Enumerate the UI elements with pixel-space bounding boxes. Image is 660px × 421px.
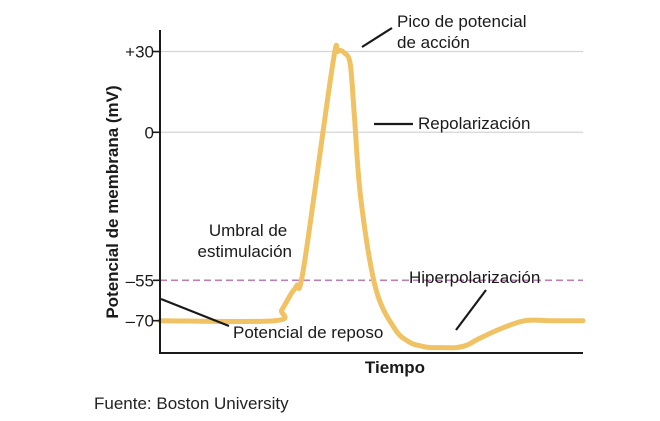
hyper-leader-line bbox=[455, 289, 487, 331]
threshold-label: Umbral de estimulación bbox=[198, 221, 293, 261]
source-note: Fuente: Boston University bbox=[94, 394, 289, 413]
threshold-label-line-1: Umbral de bbox=[209, 221, 287, 240]
x-axis-label: Tiempo bbox=[365, 358, 425, 377]
y-axis-label: Potencial de membrana (mV) bbox=[103, 85, 122, 318]
y-ticks: +30 0 –55 –70 bbox=[125, 43, 160, 331]
membrane-potential-line bbox=[157, 43, 586, 351]
hyper-label: Hiperpolarización bbox=[409, 268, 540, 287]
threshold-label-line-2: estimulación bbox=[198, 242, 293, 261]
y-tick-label: +30 bbox=[125, 43, 154, 62]
rest-leader-line bbox=[160, 297, 230, 328]
peak-leader-line bbox=[361, 27, 393, 48]
gridlines bbox=[160, 50, 583, 133]
y-tick-label: 0 bbox=[145, 123, 154, 142]
y-tick-label: –55 bbox=[126, 271, 154, 290]
peak-label-line-1: Pico de potencial bbox=[397, 12, 526, 31]
peak-label-line-2: de acción bbox=[397, 33, 470, 52]
y-tick-label: –70 bbox=[126, 312, 154, 331]
repol-label: Repolarización bbox=[418, 114, 530, 133]
peak-label: Pico de potencial de acción bbox=[397, 12, 531, 52]
rest-label: Potencial de reposo bbox=[233, 323, 383, 342]
